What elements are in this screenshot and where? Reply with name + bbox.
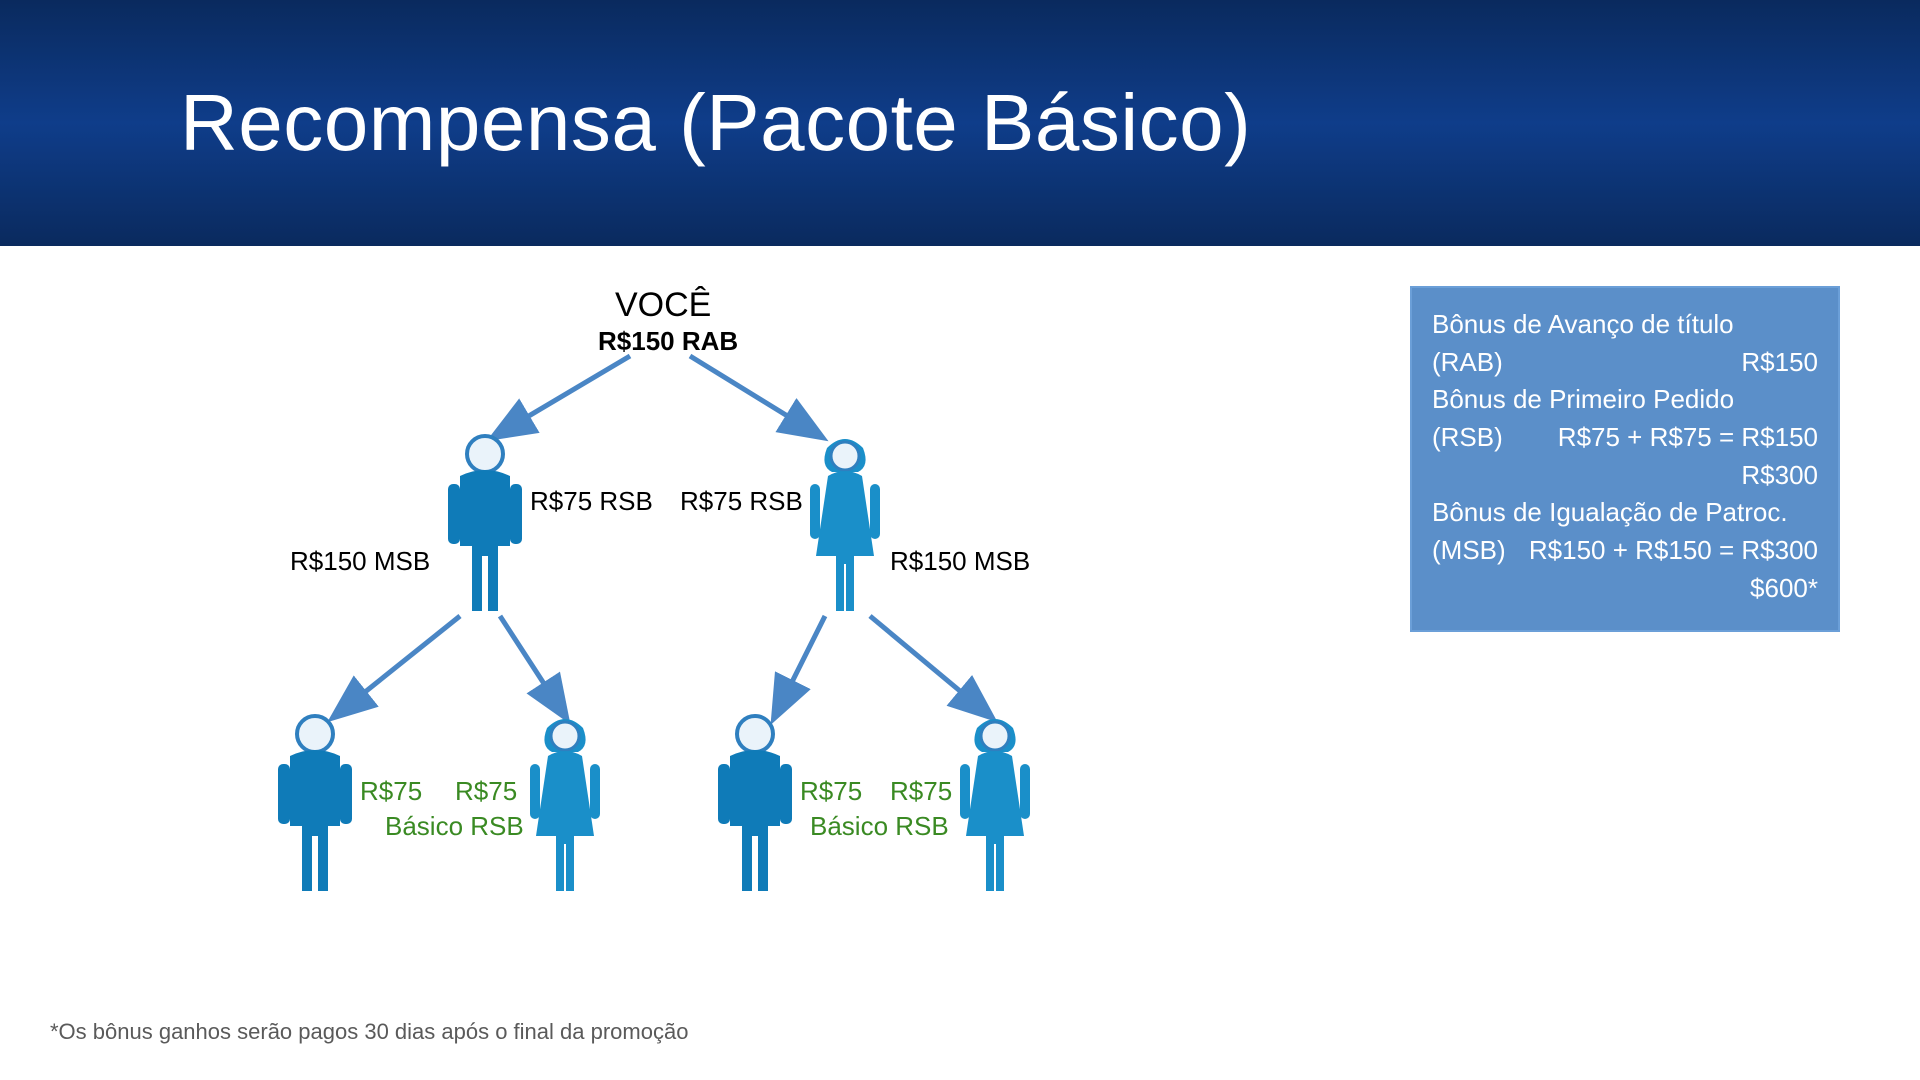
person-woman-l2-1 (530, 719, 600, 891)
subtotal: R$300 (1741, 457, 1818, 495)
rab-title: Bônus de Avanço de título (1432, 306, 1818, 344)
footnote: *Os bônus ganhos serão pagos 30 dias apó… (50, 1019, 688, 1045)
l2-1-val-label: R$75 (360, 776, 422, 807)
slide: Recompensa (Pacote Básico) (0, 0, 1920, 1080)
l1-left-rsb-label: R$75 RSB (530, 486, 653, 517)
rsb-title: Bônus de Primeiro Pedido (1432, 381, 1818, 419)
rsb-right: R$75 + R$75 = R$150 (1558, 419, 1818, 457)
l2-left-caption-label: Básico RSB (385, 811, 524, 842)
content-area: VOCÊ R$150 RAB R$75 RSB R$75 RSB R$150 M… (0, 246, 1920, 1080)
l2-3-val-label: R$75 (800, 776, 862, 807)
edge-l1m-l2w1 (500, 616, 565, 716)
tree-svg (200, 286, 1200, 986)
person-man-l2-2 (718, 716, 792, 891)
msb-title: Bônus de Igualação de Patroc. (1432, 494, 1818, 532)
rab-left: (RAB) (1432, 344, 1503, 382)
org-tree-diagram: VOCÊ R$150 RAB R$75 RSB R$75 RSB R$150 M… (200, 286, 1200, 986)
l2-right-caption-label: Básico RSB (810, 811, 949, 842)
l2-4-val-label: R$75 (890, 776, 952, 807)
rsb-left: (RSB) (1432, 419, 1503, 457)
rab-right: R$150 (1741, 344, 1818, 382)
title-bar: Recompensa (Pacote Básico) (0, 0, 1920, 246)
l1-right-rsb-label: R$75 RSB (680, 486, 803, 517)
page-title: Recompensa (Pacote Básico) (180, 77, 1251, 169)
l1-left-msb-label: R$150 MSB (290, 546, 430, 577)
l2-2-val-label: R$75 (455, 776, 517, 807)
person-man-l1 (448, 436, 522, 611)
edge-root-l1m (495, 356, 630, 436)
bonus-summary-box: Bônus de Avanço de título (RAB) R$150 Bô… (1410, 286, 1840, 632)
msb-right: R$150 + R$150 = R$300 (1529, 532, 1818, 570)
edge-l1m-l2m1 (335, 616, 460, 716)
root-sub-label: R$150 RAB (598, 326, 738, 357)
person-woman-l2-2 (960, 719, 1030, 891)
edge-l1w-l2m2 (775, 616, 825, 716)
l1-right-msb-label: R$150 MSB (890, 546, 1030, 577)
msb-left: (MSB) (1432, 532, 1506, 570)
edge-l1w-l2w2 (870, 616, 990, 716)
edge-root-l1w (690, 356, 820, 436)
total: $600* (1750, 570, 1818, 608)
root-title-label: VOCÊ (615, 286, 711, 325)
person-woman-l1 (810, 439, 880, 611)
person-man-l2-1 (278, 716, 352, 891)
